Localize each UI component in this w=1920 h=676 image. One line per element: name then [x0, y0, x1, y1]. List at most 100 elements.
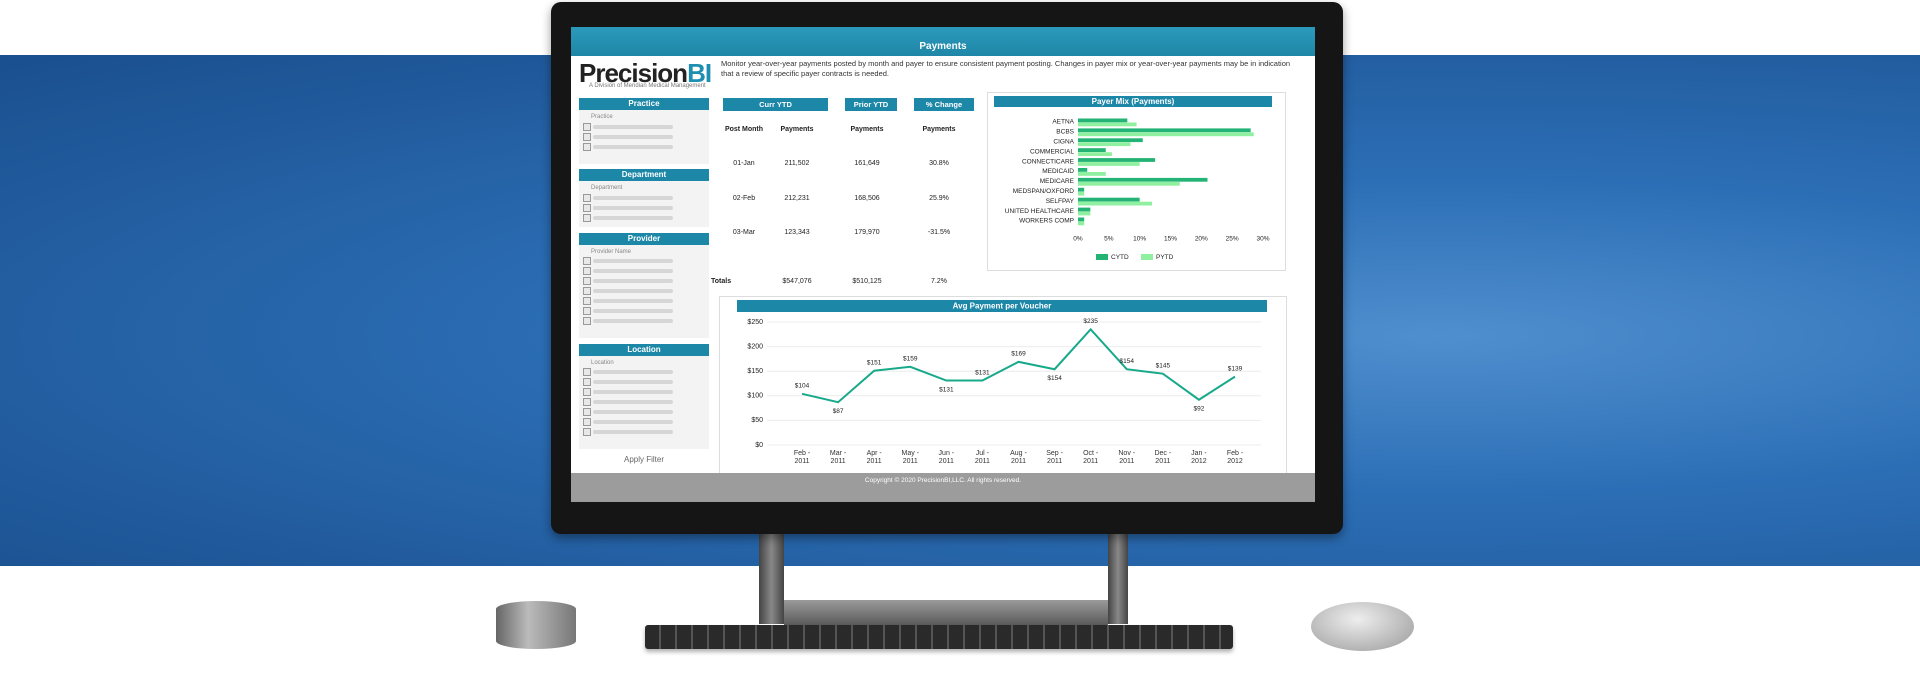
filter-checkbox — [583, 418, 591, 426]
data-label: $145 — [1156, 362, 1171, 369]
bar — [1078, 177, 1208, 182]
filter-checkbox — [583, 307, 591, 315]
filter-item — [593, 135, 673, 139]
filter-checkbox — [583, 297, 591, 305]
bar — [1078, 181, 1180, 186]
filter-item — [593, 400, 673, 404]
filter-item — [593, 319, 673, 323]
filter-checkbox — [583, 267, 591, 275]
bar — [1078, 138, 1143, 143]
filter-item — [593, 299, 673, 303]
data-label: $87 — [833, 408, 844, 415]
table-column-header: Payments — [850, 126, 884, 133]
filter-checkbox — [583, 378, 591, 386]
filter-item — [593, 259, 673, 263]
y-tick-label: $200 — [747, 343, 763, 350]
line — [801, 327, 1236, 404]
filter-item — [593, 430, 673, 434]
data-label: $154 — [1047, 375, 1062, 382]
filter-placeholder[interactable]: Department — [591, 185, 623, 191]
bar — [1078, 172, 1106, 176]
filter-header[interactable]: Practice — [579, 98, 709, 110]
x-tick-label: Apr - 2011 — [866, 450, 882, 465]
x-tick-label: Jul - 2011 — [974, 450, 990, 465]
table-group-header: Curr YTD — [723, 98, 828, 111]
legend-swatch — [1141, 254, 1153, 260]
data-label: $104 — [795, 383, 810, 390]
y-tick-label: COMMERCIAL — [1030, 148, 1074, 155]
y-tick-label: BCBS — [1056, 129, 1074, 136]
filter-item — [593, 420, 673, 424]
filter-item — [593, 380, 673, 384]
y-tick-label: $50 — [751, 417, 763, 424]
y-tick-label: $250 — [747, 319, 763, 326]
x-tick-label: Nov - 2011 — [1118, 450, 1136, 465]
x-tick-label: Jan - 2012 — [1191, 450, 1207, 465]
title-bar: Payments — [571, 27, 1315, 56]
data-label: $159 — [903, 355, 918, 362]
table-total: 7.2% — [931, 278, 947, 285]
stand-leg — [1108, 534, 1128, 624]
filter-checkbox — [583, 277, 591, 285]
table-cell: 123,343 — [784, 229, 810, 236]
filter-placeholder[interactable]: Provider Name — [591, 249, 632, 255]
y-tick-label: WORKERS COMP — [1019, 218, 1074, 225]
filter-item — [593, 206, 673, 210]
legend-swatch — [1096, 254, 1108, 260]
x-tick-label: Feb - 2012 — [1226, 450, 1244, 465]
x-tick-label: Sep - 2011 — [1046, 450, 1063, 465]
data-label: $235 — [1083, 318, 1098, 325]
bar — [1078, 158, 1156, 162]
y-tick-label: CIGNA — [1053, 139, 1074, 146]
filter-placeholder[interactable]: Practice — [591, 114, 613, 120]
table-cell: 179,970 — [854, 229, 880, 236]
filter-item — [593, 196, 673, 200]
filter-checkbox — [583, 257, 591, 265]
filter-checkbox — [583, 408, 591, 416]
y-tick-label: MEDSPAN/OXFORD — [1013, 188, 1075, 195]
screen: Payments PrecisionBI A Division of Merid… — [571, 27, 1315, 502]
y-tick-label: UNITED HEALTHCARE — [1005, 208, 1075, 215]
x-tick-label: 25% — [1226, 236, 1239, 243]
table-total: $547,076 — [782, 278, 812, 285]
table-total-label: Totals — [711, 278, 732, 285]
filter-checkbox — [583, 133, 591, 141]
x-tick-label: 30% — [1256, 236, 1269, 243]
bar — [1078, 221, 1085, 226]
table-cell: 30.8% — [929, 160, 949, 167]
filter-item — [593, 279, 673, 283]
bar — [1078, 132, 1254, 137]
charts: Payer Mix (Payments) AETNA BCBS CIGNA COMMER… — [737, 96, 1272, 449]
filter-checkbox — [583, 398, 591, 406]
table-cell: 03-Mar — [732, 229, 756, 236]
filter-checkbox — [583, 287, 591, 295]
y-tick-label: $100 — [747, 393, 763, 400]
bar — [1078, 122, 1137, 127]
mouse — [1311, 602, 1414, 651]
filter-placeholder[interactable]: Location — [591, 360, 614, 366]
bar — [1078, 162, 1140, 166]
apply-button[interactable]: Apply Filter — [623, 455, 664, 464]
filter-item — [593, 145, 673, 149]
table-cell: 211,502 — [784, 160, 810, 167]
y-tick-label: $0 — [755, 442, 763, 449]
filter-item — [593, 309, 673, 313]
bar — [1078, 217, 1085, 222]
x-tick-label: Mar - 2011 — [829, 450, 847, 465]
table-column-header: Payments — [780, 126, 814, 133]
filter-header[interactable]: Department — [579, 169, 709, 181]
x-tick-label: May - 2011 — [901, 450, 920, 465]
filter-header[interactable]: Provider — [579, 233, 709, 245]
filter-item — [593, 125, 673, 129]
chart-title-bar — [737, 300, 1267, 312]
filter-checkbox — [583, 368, 591, 376]
logo: PrecisionBI — [579, 58, 712, 89]
x-tick-label: Feb - 2011 — [793, 450, 811, 465]
x-tick-label: 0% — [1073, 236, 1083, 243]
filter-item — [593, 216, 673, 220]
bar — [1078, 168, 1088, 172]
filter-header[interactable]: Location — [579, 344, 709, 356]
legend-label: CYTD — [1111, 254, 1129, 261]
y-tick-label: MEDICARE — [1040, 178, 1075, 185]
logo-text: Precision — [579, 58, 688, 88]
